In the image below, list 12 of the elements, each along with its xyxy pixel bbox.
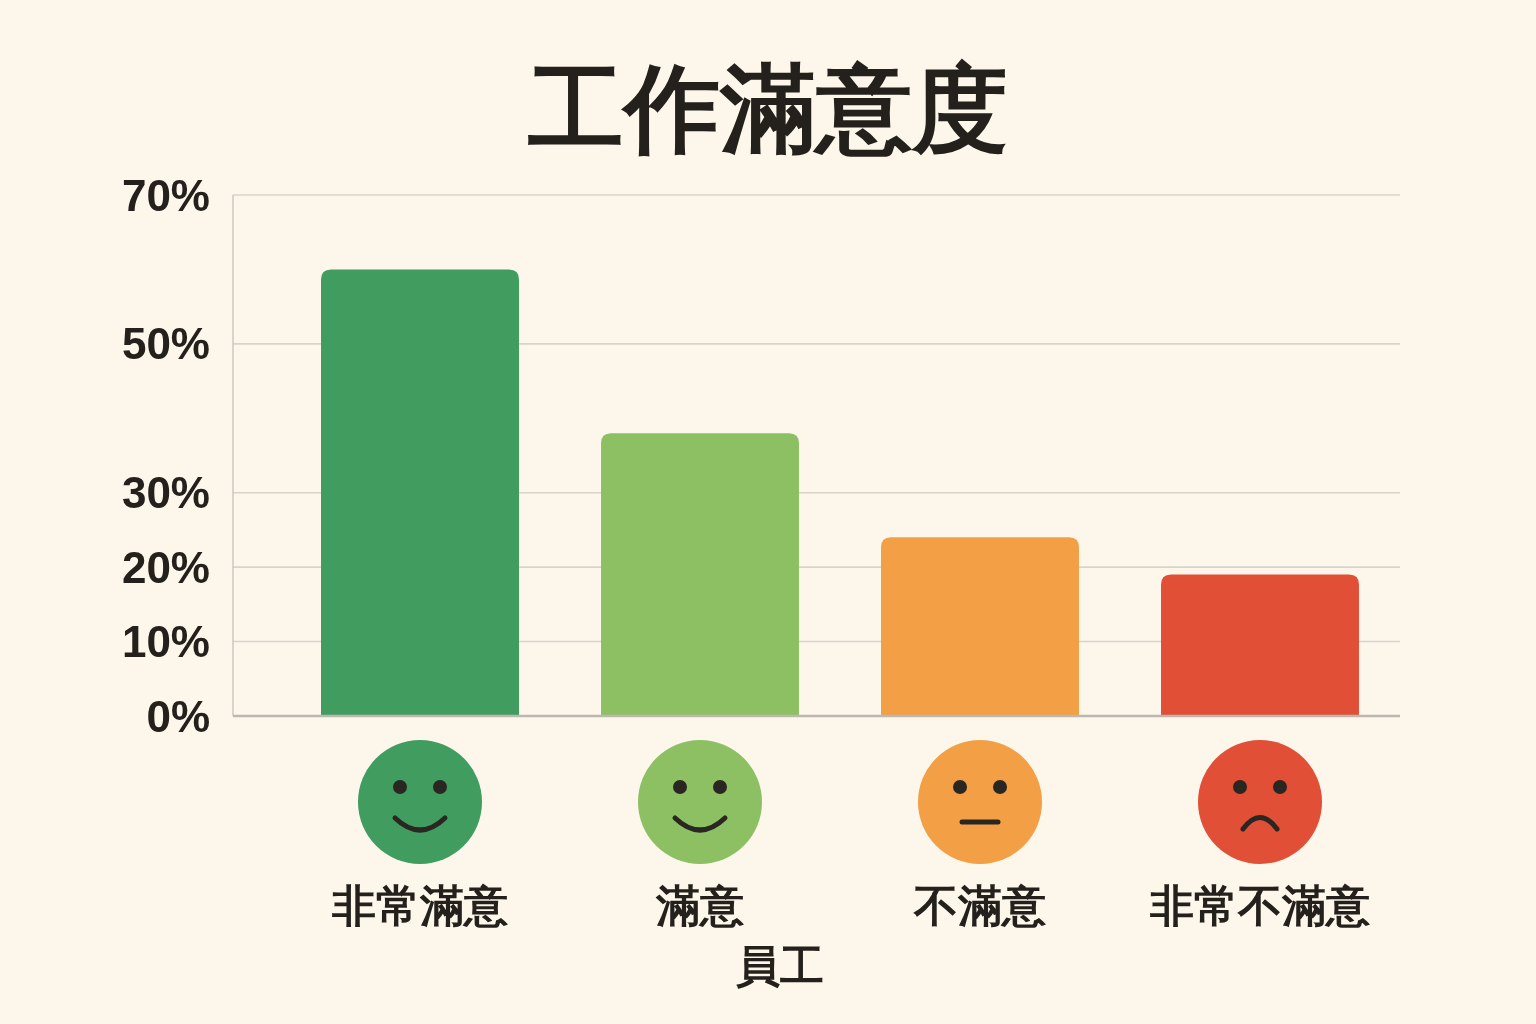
y-tick-label: 30% [121, 468, 210, 518]
x-axis-title: 員工 [736, 940, 824, 990]
y-tick-label: 50% [121, 319, 210, 369]
y-tick-label: 20% [121, 542, 210, 592]
y-tick-label: 10% [121, 617, 210, 667]
y-tick-label: 70% [121, 170, 210, 220]
y-tick-label: 0% [146, 691, 210, 741]
x-tick-label: 滿意 [655, 880, 744, 930]
x-tick-label: 非常不滿意 [1149, 880, 1370, 930]
title: 工作滿意度 [528, 54, 1008, 162]
x-tick-label: 非常滿意 [331, 880, 508, 930]
x-tick-label: 不滿意 [913, 880, 1046, 930]
